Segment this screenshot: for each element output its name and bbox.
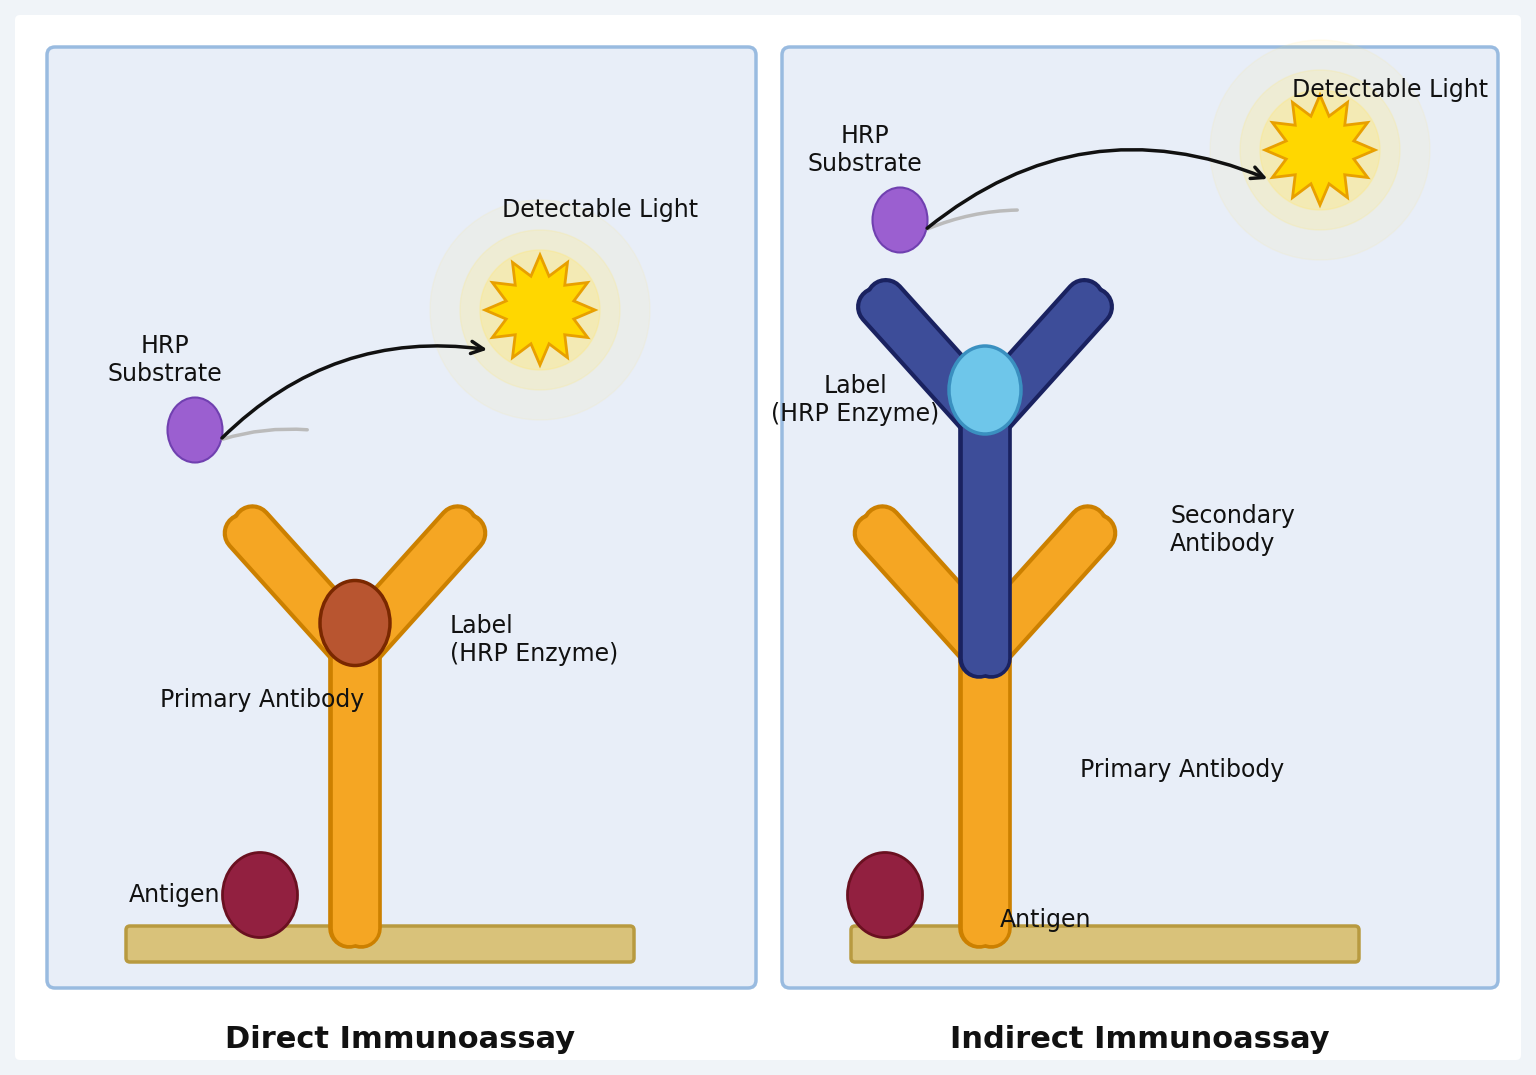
FancyArrowPatch shape	[928, 210, 1017, 229]
Text: Indirect Immunoassay: Indirect Immunoassay	[951, 1026, 1330, 1055]
Circle shape	[479, 250, 601, 370]
FancyBboxPatch shape	[15, 15, 1521, 1060]
Polygon shape	[485, 255, 594, 366]
FancyBboxPatch shape	[851, 926, 1359, 962]
Text: Direct Immunoassay: Direct Immunoassay	[224, 1026, 574, 1055]
Polygon shape	[1266, 95, 1375, 205]
Text: HRP
Substrate: HRP Substrate	[108, 334, 223, 386]
Text: Primary Antibody: Primary Antibody	[1080, 758, 1284, 782]
Text: Antigen: Antigen	[1000, 908, 1092, 932]
Ellipse shape	[949, 346, 1021, 434]
Text: Label
(HRP Enzyme): Label (HRP Enzyme)	[771, 374, 938, 426]
Text: Secondary
Antibody: Secondary Antibody	[1170, 504, 1295, 556]
Text: Primary Antibody: Primary Antibody	[160, 688, 364, 712]
Text: Antigen: Antigen	[129, 883, 221, 907]
Circle shape	[1260, 90, 1379, 210]
Circle shape	[459, 230, 621, 390]
Ellipse shape	[319, 580, 390, 665]
Text: Detectable Light: Detectable Light	[502, 198, 697, 223]
FancyBboxPatch shape	[126, 926, 634, 962]
FancyBboxPatch shape	[782, 47, 1498, 988]
Text: Label
(HRP Enzyme): Label (HRP Enzyme)	[450, 614, 619, 665]
FancyBboxPatch shape	[48, 47, 756, 988]
Circle shape	[1210, 40, 1430, 260]
Text: Detectable Light: Detectable Light	[1292, 78, 1488, 102]
Ellipse shape	[167, 398, 223, 462]
Circle shape	[430, 200, 650, 420]
Circle shape	[1240, 70, 1399, 230]
Ellipse shape	[848, 852, 923, 937]
FancyArrowPatch shape	[223, 429, 307, 440]
Text: HRP
Substrate: HRP Substrate	[808, 124, 923, 176]
Ellipse shape	[223, 852, 298, 937]
Ellipse shape	[872, 187, 928, 253]
